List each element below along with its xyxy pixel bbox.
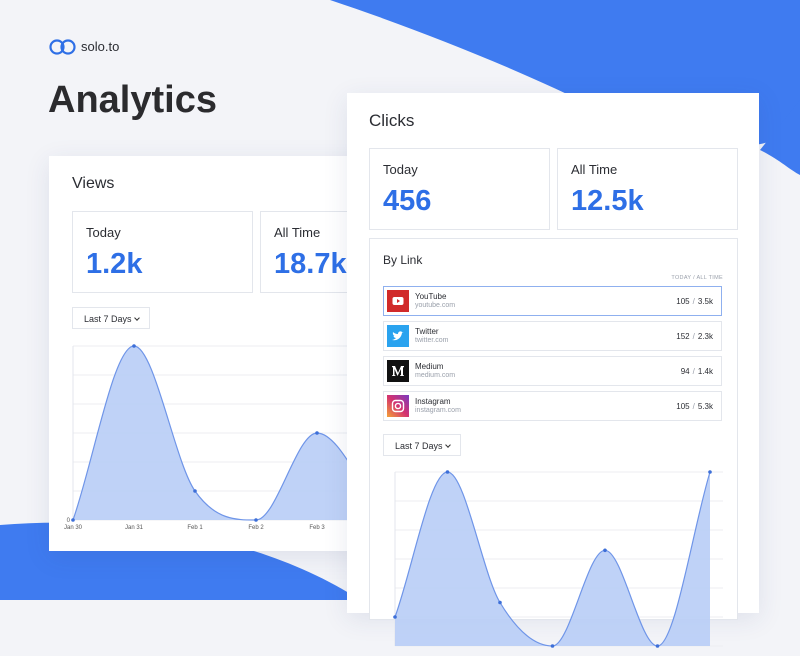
y-tick-label: 0 bbox=[67, 518, 71, 524]
link-domain: youtube.com bbox=[415, 302, 456, 309]
clicks-chart bbox=[393, 470, 723, 648]
link-row[interactable]: Instagram instagram.com 105/5.3k bbox=[383, 391, 722, 421]
link-counts: 105/5.3k bbox=[676, 402, 713, 411]
link-name: Twitter bbox=[415, 327, 439, 336]
x-tick-label: Feb 1 bbox=[187, 525, 203, 531]
today-count: 105 bbox=[676, 402, 690, 411]
link-domain: instagram.com bbox=[415, 407, 461, 414]
logo-icon bbox=[49, 39, 76, 55]
stat-box: All Time 12.5k bbox=[557, 148, 738, 230]
views-card: Views Today 1.2k All Time 18.7k Last 7 D… bbox=[49, 156, 441, 551]
twitter-icon bbox=[387, 325, 409, 347]
clicks-card: Clicks Today 456 All Time 12.5k By Link … bbox=[347, 93, 759, 648]
point bbox=[708, 470, 712, 474]
all-time-count: 2.3k bbox=[697, 332, 713, 341]
link-name: Medium bbox=[415, 362, 444, 371]
medium-icon bbox=[387, 360, 409, 382]
all-time-count: 5.3k bbox=[697, 402, 713, 411]
brand-name: solo.to bbox=[81, 39, 120, 54]
point bbox=[193, 489, 197, 493]
page-title: Analytics bbox=[48, 79, 217, 121]
point bbox=[315, 431, 319, 435]
link-domain: medium.com bbox=[415, 372, 456, 379]
link-row[interactable]: Twitter twitter.com 152/2.3k bbox=[383, 321, 722, 351]
x-tick-label: Feb 2 bbox=[248, 525, 264, 531]
link-domain: twitter.com bbox=[415, 337, 449, 344]
page: solo.to Analytics Views Today 1.2k All T… bbox=[0, 0, 800, 600]
link-counts: 105/3.5k bbox=[676, 297, 713, 306]
today-count: 152 bbox=[676, 332, 690, 341]
by-link-box: By Link TODAY / ALL TIME YouTube youtube… bbox=[369, 238, 738, 648]
link-name: YouTube bbox=[415, 292, 447, 301]
stat-value: 456 bbox=[383, 185, 432, 217]
point bbox=[71, 518, 75, 522]
point bbox=[550, 644, 555, 648]
youtube-icon bbox=[387, 290, 409, 312]
stat-value: 1.2k bbox=[86, 248, 143, 280]
point bbox=[603, 548, 607, 553]
all-time-count: 1.4k bbox=[697, 367, 713, 376]
link-list: YouTube youtube.com 105/3.5k Twitter twi… bbox=[383, 286, 722, 436]
instagram-icon bbox=[387, 395, 409, 417]
point bbox=[498, 600, 502, 605]
views-title: Views bbox=[72, 175, 115, 192]
point bbox=[254, 518, 258, 522]
stat-label: All Time bbox=[571, 162, 618, 177]
stat-box: Today 1.2k bbox=[72, 211, 253, 293]
stat-value: 18.7k bbox=[274, 248, 347, 280]
clicks-title: Clicks bbox=[369, 111, 415, 130]
point bbox=[132, 344, 136, 348]
by-link-title: By Link bbox=[383, 253, 423, 267]
link-row[interactable]: YouTube youtube.com 105/3.5k bbox=[383, 286, 722, 316]
column-header: TODAY / ALL TIME bbox=[671, 275, 723, 281]
point bbox=[445, 470, 450, 474]
link-row[interactable]: Medium medium.com 94/1.4k bbox=[383, 356, 722, 386]
point bbox=[393, 615, 397, 619]
stat-label: Today bbox=[86, 225, 121, 240]
range-dropdown[interactable]: Last 7 Days bbox=[72, 307, 150, 329]
link-name: Instagram bbox=[415, 397, 451, 406]
x-tick-label: Jan 30 bbox=[64, 525, 83, 531]
x-tick-label: Feb 3 bbox=[309, 525, 325, 531]
stat-label: Today bbox=[383, 162, 418, 177]
area bbox=[73, 346, 378, 520]
x-tick-label: Jan 31 bbox=[125, 525, 144, 531]
stat-value: 12.5k bbox=[571, 185, 644, 217]
stat-label: All Time bbox=[274, 225, 321, 240]
stat-box: Today 456 bbox=[369, 148, 550, 230]
point bbox=[655, 644, 660, 648]
link-counts: 152/2.3k bbox=[676, 332, 713, 341]
today-count: 94 bbox=[680, 367, 690, 376]
link-counts: 94/1.4k bbox=[680, 367, 713, 376]
range-dropdown[interactable]: Last 7 Days bbox=[383, 434, 461, 456]
today-count: 105 bbox=[676, 297, 690, 306]
all-time-count: 3.5k bbox=[697, 297, 713, 306]
